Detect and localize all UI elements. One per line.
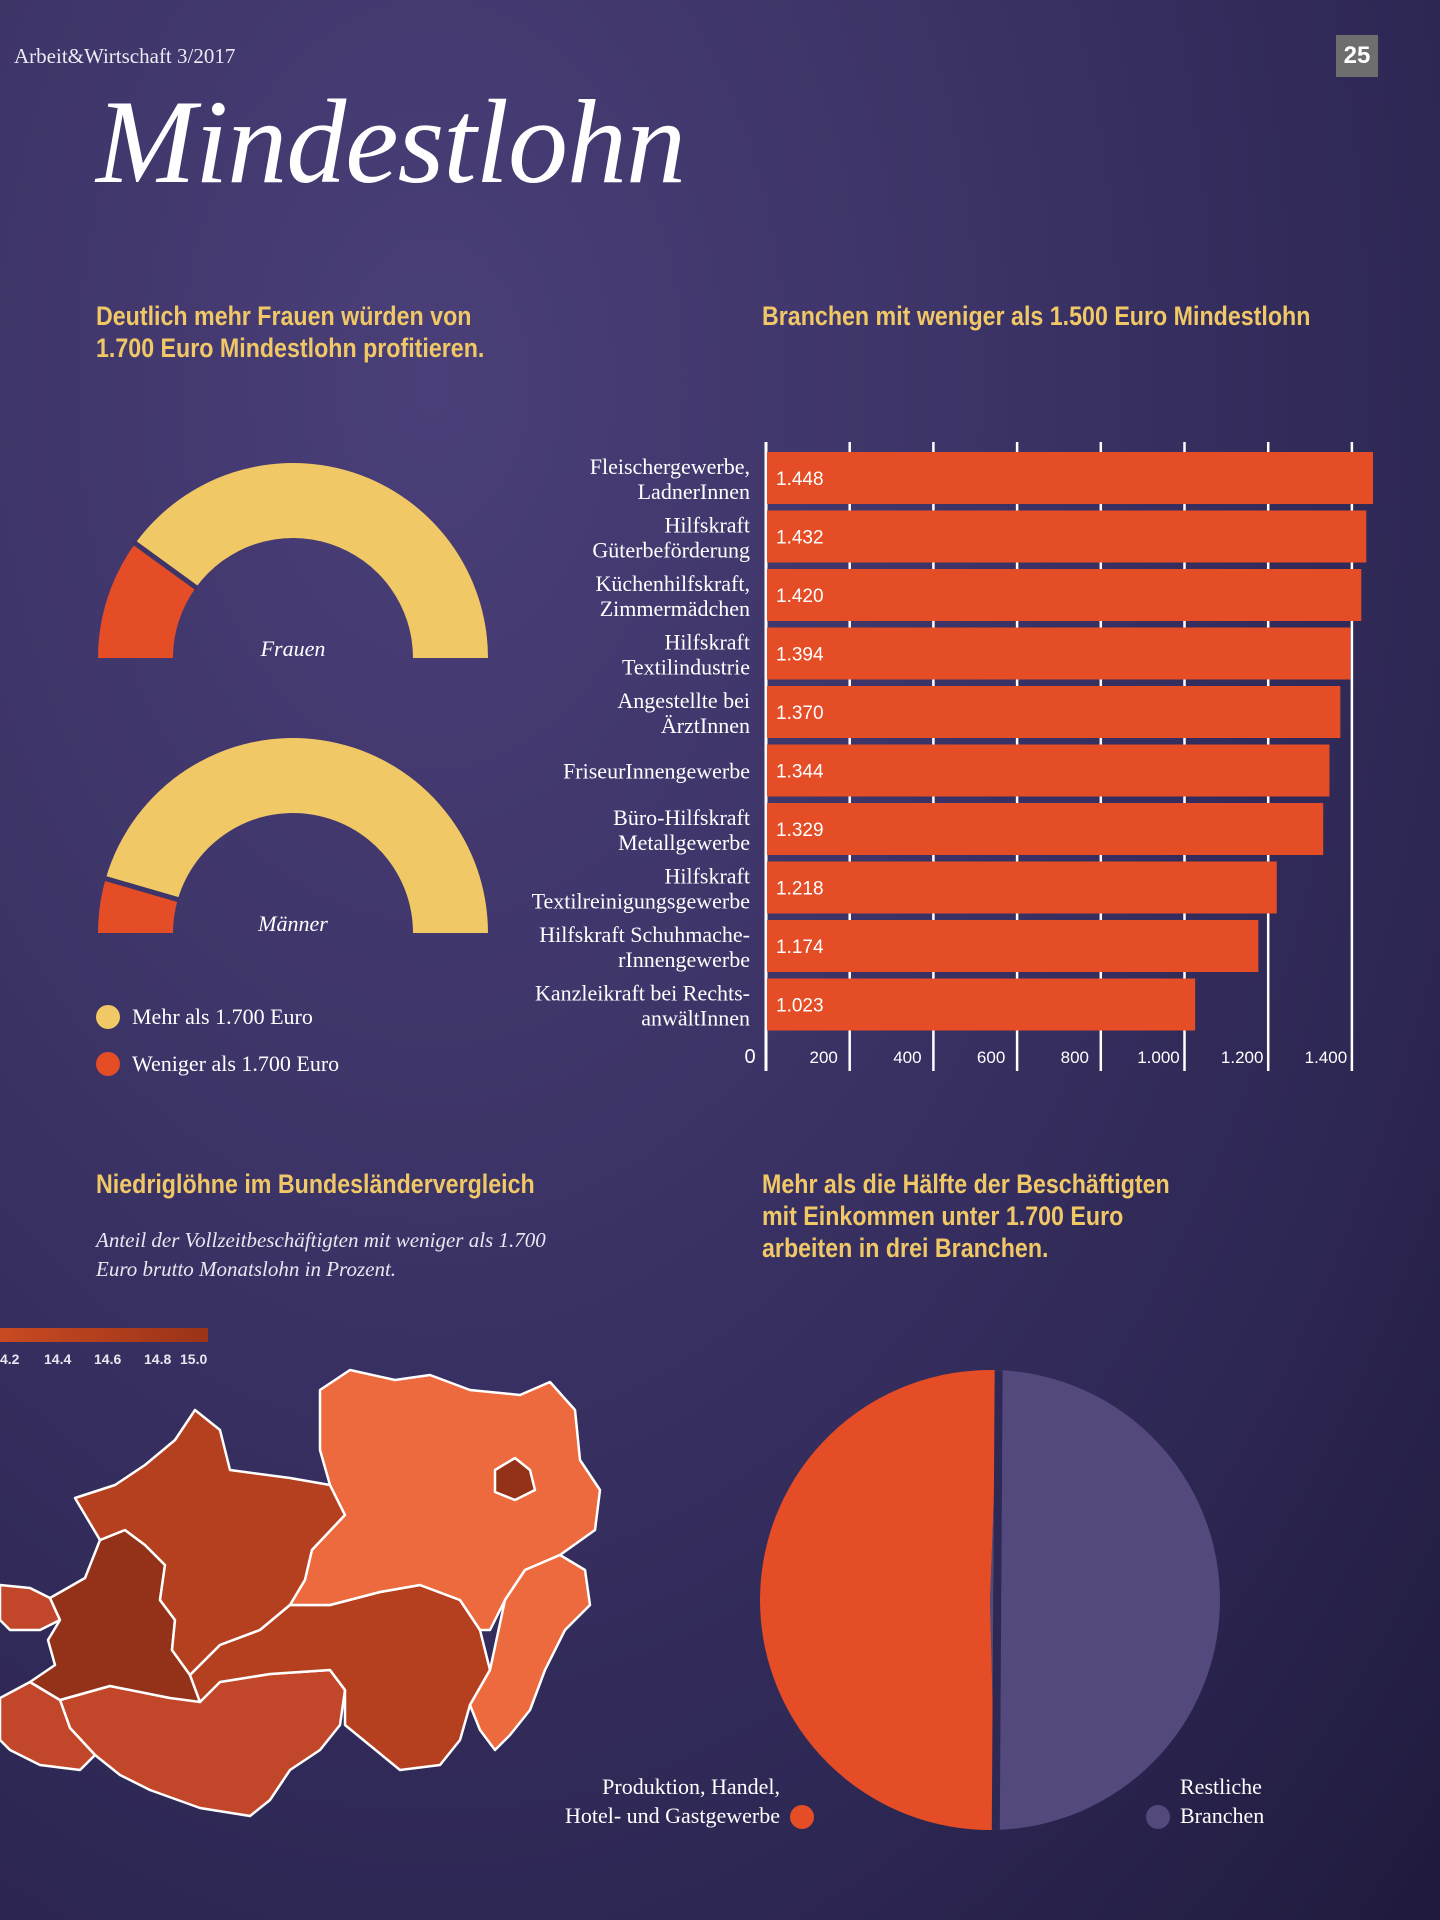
gauge-divider: [103, 875, 181, 903]
gauge-label: Männer: [257, 911, 328, 936]
pie-legend-left-line-1: Produktion, Handel,: [602, 1774, 780, 1799]
scale-label: 14.4: [44, 1351, 71, 1367]
bar-category-label: Küchenhilfskraft, Zimmermädchen: [595, 571, 750, 621]
bar: [767, 861, 1277, 914]
pie-chart-title: Mehr als die Hälfte der Beschäftigten mi…: [762, 1168, 1170, 1264]
bar-value-label: 1.432: [776, 528, 824, 549]
x-tick-label: 200: [810, 1048, 838, 1067]
bar-category-label: Hilfskraft Textilreinigungsgewerbe: [532, 864, 750, 914]
pie-divider: [991, 1370, 1003, 1830]
pie-slice-production: [759, 1370, 999, 1830]
bar-value-label: 1.218: [776, 879, 824, 900]
bar-category-label: Kanzleikraft bei Rechts-anwältInnen: [535, 981, 750, 1031]
x-tick-label: 1.400: [1305, 1048, 1348, 1067]
bar-value-label: 1.394: [776, 645, 824, 666]
map-subtitle: Anteil der Vollzeitbeschäftigten mit wen…: [96, 1228, 546, 1281]
bar: [767, 627, 1351, 680]
gauge-title-line-2: 1.700 Euro Mindestlohn profitieren.: [96, 333, 485, 363]
gauge-divider: [132, 540, 200, 591]
legend-item-less: Weniger als 1.700 Euro: [96, 1051, 339, 1077]
page-title: Mindestlohn: [96, 75, 686, 208]
bar-category-label: Hilfskraft Schuhmache-rInnengewerbe: [539, 922, 750, 972]
pie-title-line-2: mit Einkommen unter 1.700 Euro: [762, 1201, 1124, 1231]
bar-category-label: Angestellte bei ÄrztInnen: [617, 688, 750, 738]
map-color-scale: 4.2 14.4 14.6 14.8 15.0: [0, 1328, 208, 1367]
scale-label: 15.0: [180, 1351, 207, 1367]
scale-label: 4.2: [0, 1351, 20, 1367]
region-wien: [493, 1456, 537, 1502]
bar-value-label: 1.023: [776, 996, 824, 1017]
bar-category-label: Hilfskraft Güterbeförderung: [592, 513, 750, 563]
bar-category-label: Fleischergewerbe, LadnerInnen: [590, 454, 750, 504]
legend-label-less: Weniger als 1.700 Euro: [132, 1051, 340, 1076]
gender-gauge-chart: Frauen Männer: [98, 463, 489, 936]
scale-label: 14.8: [144, 1351, 171, 1367]
pie-legend-dot-red: [790, 1805, 814, 1829]
region-tirol-north: [0, 1583, 62, 1632]
pie-legend-left: Produktion, Handel, Hotel- und Gastgewer…: [500, 1772, 780, 1830]
pie-legend-left-line-2: Hotel- und Gastgewerbe: [564, 1803, 780, 1828]
pie-slice-rest: [990, 1370, 1220, 1830]
pie-legend-dot-purple: [1146, 1805, 1170, 1829]
bar: [767, 920, 1259, 972]
bar-value-label: 1.329: [776, 820, 824, 841]
bar-category-label: Büro-Hilfskraft Metallgewerbe: [613, 805, 750, 855]
scale-bar: [0, 1328, 208, 1342]
bar-value-label: 1.370: [776, 703, 824, 724]
region-burgenland: [468, 1553, 592, 1752]
legend-dot-yellow: [96, 1005, 120, 1029]
bar: [767, 452, 1373, 504]
gauge-title-line-1: Deutlich mehr Frauen würden von: [96, 301, 472, 331]
scale-label: 14.6: [94, 1351, 121, 1367]
pie-title-line-3: arbeiten in drei Branchen.: [762, 1233, 1049, 1263]
legend-dot-red: [96, 1052, 120, 1076]
branches-pie-chart: [759, 1370, 1220, 1830]
x-tick-label: 0: [744, 1046, 755, 1068]
bar-value-label: 1.448: [776, 469, 824, 490]
pie-legend-right-line-2: Branchen: [1180, 1803, 1265, 1828]
bar-category-label: Hilfskraft Textilindustrie: [622, 630, 750, 680]
bar: [767, 744, 1330, 797]
bar: [767, 510, 1367, 563]
bar-category-label: FriseurInnengewerbe: [563, 759, 750, 784]
bar-value-label: 1.420: [776, 586, 824, 607]
bar: [767, 978, 1196, 1031]
gauge-chart-title: Deutlich mehr Frauen würden von 1.700 Eu…: [96, 300, 484, 364]
gauge-segment-more: [135, 463, 489, 658]
magazine-issue: Arbeit&Wirtschaft 3/2017: [14, 44, 236, 68]
gauge-label: Frauen: [260, 636, 326, 661]
pie-legend-right-line-1: Restliche: [1180, 1774, 1262, 1799]
x-tick-label: 1.200: [1221, 1048, 1264, 1067]
bar-value-label: 1.174: [776, 937, 824, 958]
bar: [767, 686, 1341, 738]
bar-value-label: 1.344: [776, 762, 824, 783]
x-tick-label: 1.000: [1137, 1048, 1180, 1067]
gauge-segment-more: [105, 737, 489, 933]
legend-item-more: Mehr als 1.700 Euro: [96, 1004, 313, 1030]
bar: [767, 803, 1324, 855]
austria-map: [0, 1368, 602, 1818]
x-tick-label: 800: [1061, 1048, 1089, 1067]
gauge-segment-less: [98, 878, 178, 933]
bar-chart-title: Branchen mit weniger als 1.500 Euro Mind…: [762, 301, 1311, 331]
map-title: Niedriglöhne im Bundesländervergleich: [96, 1169, 535, 1199]
x-tick-label: 400: [893, 1048, 921, 1067]
page-number: 25: [1336, 35, 1378, 77]
pie-title-line-1: Mehr als die Hälfte der Beschäftigten: [762, 1169, 1170, 1199]
legend-label-more: Mehr als 1.700 Euro: [132, 1004, 313, 1029]
bar: [767, 569, 1362, 621]
pie-legend-right: Restliche Branchen: [1180, 1772, 1264, 1830]
x-tick-label: 600: [977, 1048, 1005, 1067]
branches-bar-chart: 1.448 Fleischergewerbe, LadnerInnen 1.432 Hi…: [532, 442, 1373, 1071]
